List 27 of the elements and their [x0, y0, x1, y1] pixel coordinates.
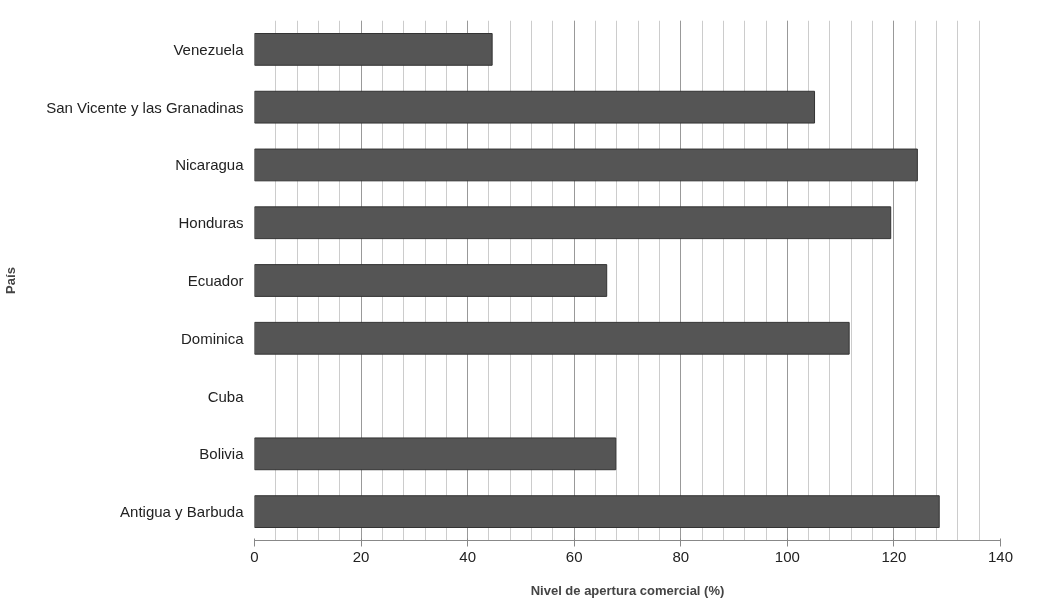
- x-tick-label: 0: [250, 547, 259, 565]
- y-tick-label: Honduras: [178, 214, 244, 232]
- y-tick-label: Cuba: [207, 387, 245, 405]
- x-tick-label: 80: [672, 547, 690, 565]
- x-axis-title: Nivel de apertura comercial (%): [530, 582, 725, 598]
- bar: [254, 33, 493, 66]
- bar: [254, 148, 918, 182]
- x-tick-label: 140: [987, 547, 1014, 565]
- y-tick-label: Ecuador: [187, 272, 244, 289]
- y-tick-label: Dominica: [180, 329, 245, 347]
- bar: [254, 90, 816, 124]
- x-tick-label: 120: [881, 547, 907, 565]
- y-tick-label: Nicaragua: [175, 156, 245, 174]
- y-tick-label: Antigua y Barbuda: [120, 503, 245, 521]
- y-tick-label: Bolivia: [199, 445, 245, 463]
- x-tick-label: 40: [459, 547, 476, 565]
- x-tick-label: 100: [774, 547, 800, 565]
- x-tick-label: 20: [352, 547, 370, 565]
- bar: [254, 437, 617, 471]
- y-tick-label: San Vicente y las Granadinas: [46, 98, 244, 116]
- y-tick-label: Venezuela: [173, 40, 245, 58]
- bar: [254, 206, 892, 240]
- y-axis-title: País: [3, 267, 19, 294]
- bar: [254, 495, 940, 528]
- bar: [254, 264, 608, 297]
- bar: [254, 321, 850, 355]
- x-tick-label: 60: [565, 547, 583, 565]
